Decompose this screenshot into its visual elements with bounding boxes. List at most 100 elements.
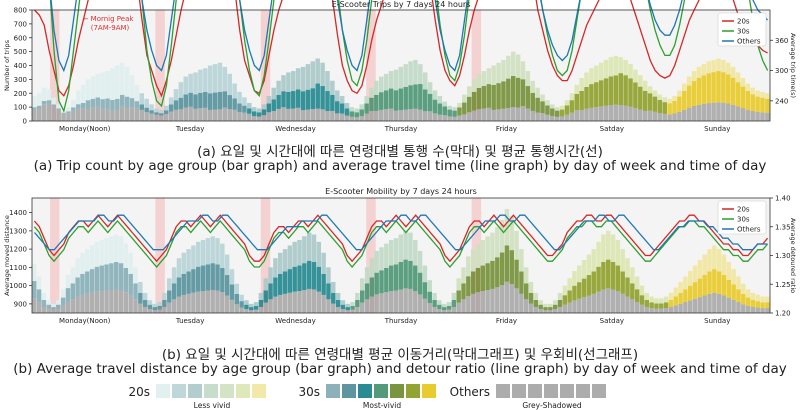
bar-20s	[138, 281, 143, 293]
bar-20s	[340, 300, 346, 305]
bar-others	[594, 107, 599, 121]
bar-30s	[649, 302, 654, 309]
bar-30s	[594, 82, 599, 108]
bar-30s	[569, 100, 575, 113]
bar-20s	[562, 285, 568, 296]
bar-30s	[606, 259, 611, 289]
bar-others	[388, 108, 394, 121]
bar-30s	[128, 273, 133, 295]
bar-30s	[191, 269, 196, 293]
y-tick-label: 1100	[9, 264, 27, 272]
bar-30s	[726, 279, 732, 298]
bar-30s	[388, 265, 394, 292]
bar-others	[85, 293, 90, 313]
bar-others	[207, 109, 213, 121]
bar-30s	[567, 290, 572, 303]
bar-others	[427, 111, 433, 121]
bar-30s	[625, 277, 630, 297]
bar-others	[183, 107, 189, 121]
bar-30s	[114, 261, 119, 290]
bar-others	[528, 303, 534, 313]
bar-others	[686, 107, 692, 121]
bar-others	[662, 113, 667, 121]
bar-20s	[242, 97, 247, 106]
bar-20s	[591, 249, 596, 272]
bar-20s	[41, 87, 47, 102]
bar-30s	[56, 304, 61, 310]
bar-others	[191, 292, 196, 313]
bar-others	[711, 102, 716, 121]
bar-20s	[716, 249, 722, 272]
bar-30s	[452, 110, 457, 117]
bar-30s	[326, 283, 331, 300]
bar-others	[677, 111, 682, 121]
color-legend-group-label: Others	[450, 385, 490, 399]
bar-20s	[509, 216, 514, 251]
color-legend-swatch	[528, 384, 542, 398]
bar-20s	[760, 91, 765, 98]
bar-30s	[730, 77, 736, 105]
legend-label-others: Others	[737, 38, 761, 46]
x-day-label: Monday(Noon)	[59, 125, 111, 133]
bar-30s	[519, 271, 524, 294]
bar-others	[642, 110, 648, 121]
bar-others	[124, 107, 130, 121]
bar-others	[427, 303, 432, 313]
bar-others	[109, 290, 114, 313]
bar-others	[765, 308, 770, 313]
bar-20s	[56, 300, 61, 305]
bar-20s	[496, 62, 501, 84]
color-legend-swatch	[326, 384, 340, 398]
bar-20s	[634, 276, 640, 290]
bar-20s	[349, 107, 355, 112]
bar-others	[128, 294, 133, 313]
bar-30s	[672, 101, 677, 114]
bar-30s	[335, 299, 341, 307]
bar-20s	[726, 62, 731, 75]
bar-20s	[731, 269, 736, 285]
bar-others	[515, 107, 521, 121]
bar-others	[384, 292, 389, 313]
bar-30s	[144, 107, 149, 113]
bar-others	[740, 108, 746, 121]
bar-30s	[745, 91, 751, 110]
bar-20s	[234, 283, 240, 295]
bar-30s	[509, 250, 514, 284]
bar-30s	[359, 109, 364, 117]
bar-others	[200, 291, 206, 313]
bar-20s	[75, 258, 80, 278]
color-legend-swatch	[390, 384, 404, 398]
bar-others	[572, 300, 577, 313]
bar-30s	[239, 301, 244, 308]
bar-30s	[152, 307, 158, 311]
bar-others	[263, 302, 268, 313]
bar-others	[80, 108, 86, 121]
bar-20s	[224, 254, 230, 276]
bar-20s	[217, 62, 223, 92]
bar-others	[253, 309, 259, 313]
color-legend-group-label: 30s	[298, 385, 320, 399]
bar-20s	[535, 87, 540, 98]
bar-others	[251, 116, 257, 121]
bar-30s	[403, 86, 408, 110]
bar-others	[398, 289, 404, 313]
x-day-label: Tuesday	[175, 125, 204, 133]
bar-others	[745, 305, 751, 313]
bar-20s	[736, 276, 741, 290]
bar-30s	[639, 295, 645, 305]
bar-others	[567, 302, 572, 313]
bar-30s	[579, 90, 584, 111]
bar-others	[152, 310, 158, 313]
y-tick-label: 900	[14, 300, 27, 308]
bar-others	[173, 109, 179, 121]
bar-20s	[388, 239, 394, 266]
bar-others	[692, 298, 698, 313]
bar-others	[129, 107, 135, 121]
bar-others	[65, 301, 71, 313]
bar-30s	[461, 283, 466, 300]
bar-30s	[32, 280, 37, 299]
bar-30s	[613, 75, 619, 105]
bar-others	[249, 310, 254, 313]
bar-others	[413, 108, 418, 121]
series-line-others	[50, 0, 769, 73]
